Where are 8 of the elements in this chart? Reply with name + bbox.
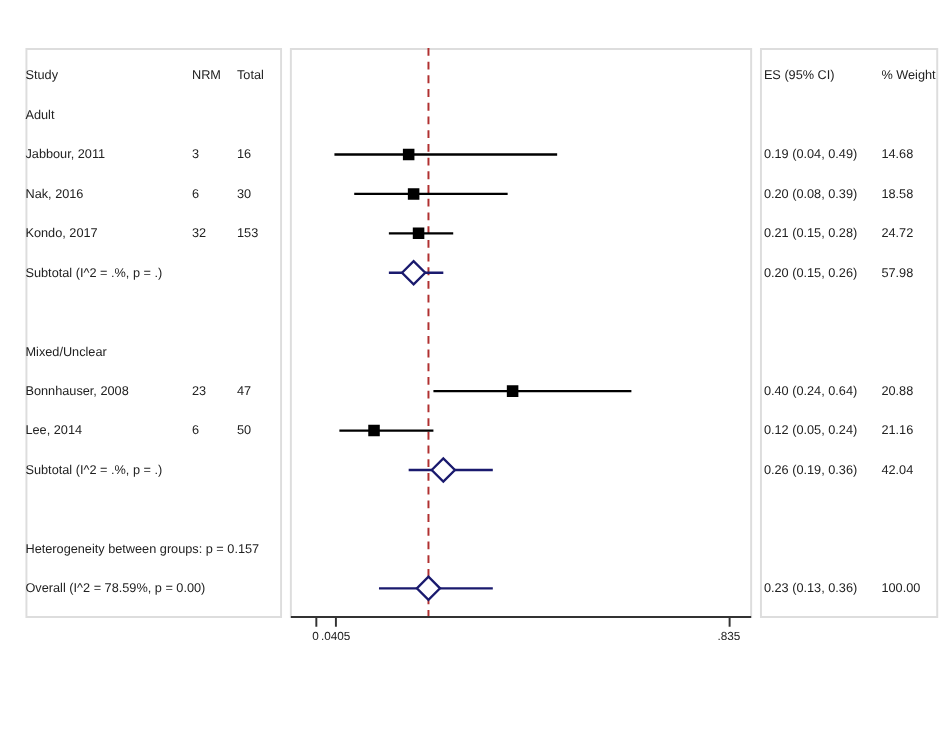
point xyxy=(430,457,457,483)
point xyxy=(368,424,380,437)
point xyxy=(407,188,420,200)
point xyxy=(402,148,415,161)
point xyxy=(506,385,519,397)
point xyxy=(400,260,427,286)
point xyxy=(412,227,425,240)
point xyxy=(415,575,442,602)
